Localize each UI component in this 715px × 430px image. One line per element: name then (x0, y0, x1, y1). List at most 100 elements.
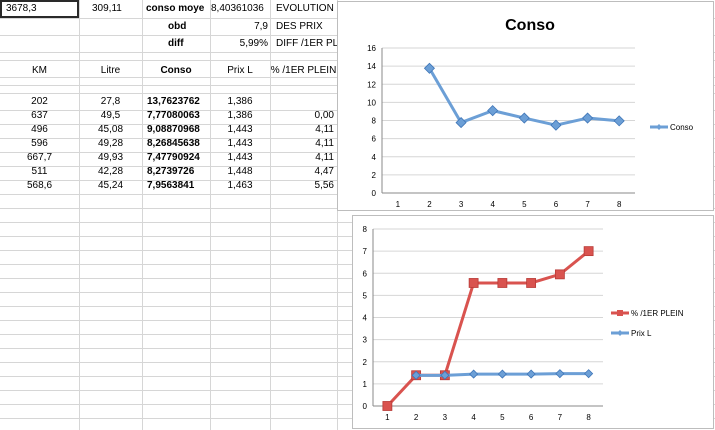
cell-conso[interactable]: 9,08870968 (147, 124, 200, 135)
y-tick-label: 1 (363, 380, 368, 389)
legend-label: % /1ER PLEIN (631, 309, 684, 318)
cell-litre[interactable]: 42,28 (97, 166, 124, 177)
cell-pct[interactable]: 4,11 (315, 138, 334, 149)
cell-a1[interactable]: 3678,3 (6, 3, 37, 14)
cell-km[interactable]: 202 (31, 96, 48, 107)
legend-marker (617, 330, 623, 336)
y-tick-label: 4 (372, 153, 377, 162)
header-prix[interactable]: Prix L (227, 65, 253, 76)
data-point-marker (497, 369, 507, 379)
cell-pct[interactable]: 4,11 (315, 124, 334, 135)
y-tick-label: 8 (372, 117, 377, 126)
cell-c2[interactable]: obd (168, 21, 187, 32)
legend-label: Conso (670, 123, 694, 132)
grid-col-line (210, 0, 211, 430)
x-tick-label: 2 (414, 413, 419, 422)
cell-conso[interactable]: 13,7623762 (147, 96, 200, 107)
cell-km[interactable]: 568,6 (26, 180, 53, 191)
cell-km[interactable]: 667,7 (26, 152, 53, 163)
data-point-marker (518, 112, 530, 124)
cell-pct[interactable]: 4,11 (315, 152, 334, 163)
data-point-marker (583, 246, 594, 257)
data-point-marker (554, 269, 565, 280)
cell-e3[interactable]: DIFF /1ER PLEIN (276, 38, 355, 49)
y-tick-label: 7 (363, 247, 368, 256)
y-tick-label: 8 (363, 225, 368, 234)
x-tick-label: 1 (396, 200, 401, 209)
cell-prix[interactable]: 1,386 (227, 110, 253, 121)
conso-chart[interactable]: Conso 0 2 4 6 8 10 12 14 16 1 2 3 4 5 6 7 8 Conso (337, 1, 714, 211)
cell-e1[interactable]: EVOLUTION (276, 3, 334, 14)
cell-conso[interactable]: 8,26845638 (147, 138, 200, 149)
header-km[interactable]: KM (32, 65, 47, 76)
prix-chart-svg: 0 1 2 3 4 5 6 7 8 1 2 3 4 5 6 7 8 % /1ER PLEIN Prix L (363, 225, 684, 422)
header-conso[interactable]: Conso (160, 65, 192, 76)
grid-col-line (142, 0, 143, 430)
x-tick-label: 2 (427, 200, 432, 209)
data-point-marker (411, 370, 421, 380)
y-tick-label: 2 (363, 358, 368, 367)
data-point-marker (581, 112, 594, 124)
cell-conso[interactable]: 7,47790924 (147, 152, 200, 163)
x-tick-label: 4 (471, 413, 476, 422)
data-point-marker (440, 370, 450, 380)
cell-litre[interactable]: 27,8 (100, 96, 121, 107)
data-point-marker (584, 369, 594, 379)
y-tick-label: 2 (372, 171, 377, 180)
header-pct[interactable]: % /1ER PLEIN (270, 65, 337, 76)
x-tick-label: 8 (586, 413, 591, 422)
cell-prix[interactable]: 1,443 (227, 152, 253, 163)
cell-litre[interactable]: 49,28 (97, 138, 124, 149)
x-tick-label: 5 (522, 200, 527, 209)
data-point-marker (469, 369, 479, 379)
cell-litre[interactable]: 49,5 (100, 110, 121, 121)
cell-prix[interactable]: 1,463 (227, 180, 253, 191)
cell-conso[interactable]: 7,9563841 (147, 180, 195, 191)
y-tick-label: 5 (363, 291, 368, 300)
cell-b1[interactable]: 309,11 (92, 3, 122, 14)
data-point-marker (423, 62, 436, 74)
cell-litre[interactable]: 45,08 (97, 124, 124, 135)
header-litre[interactable]: Litre (100, 65, 121, 76)
selected-cell-outline[interactable] (0, 0, 79, 18)
cell-litre[interactable]: 45,24 (97, 180, 124, 191)
cell-pct[interactable]: 4,47 (314, 166, 334, 177)
x-tick-label: 1 (385, 413, 390, 422)
grid-col-line (270, 0, 271, 430)
data-point-marker (487, 105, 499, 117)
cell-conso[interactable]: 7,77080063 (147, 110, 200, 121)
data-point-marker (526, 369, 536, 379)
cell-e2[interactable]: DES PRIX (276, 21, 323, 32)
cell-pct[interactable]: 0,00 (314, 110, 334, 121)
data-point-marker (550, 119, 562, 131)
cell-d1[interactable]: 8,40361036 (211, 3, 264, 14)
data-point-marker (497, 278, 508, 288)
prix-chart[interactable]: 0 1 2 3 4 5 6 7 8 1 2 3 4 5 6 7 8 % /1ER PLEIN Prix L (352, 215, 714, 429)
cell-conso[interactable]: 8,2739726 (147, 166, 195, 177)
chart-title: Conso (505, 17, 555, 34)
grid-col-line (337, 0, 338, 430)
cell-km[interactable]: 511 (31, 166, 48, 177)
cell-litre[interactable]: 49,93 (97, 152, 124, 163)
cell-c3[interactable]: diff (168, 38, 184, 49)
cell-km[interactable]: 496 (31, 124, 48, 135)
data-point-marker (468, 278, 479, 288)
cell-prix[interactable]: 1,386 (227, 96, 253, 107)
cell-prix[interactable]: 1,448 (227, 166, 253, 177)
cell-d3[interactable]: 5,99% (239, 38, 268, 49)
cell-prix[interactable]: 1,443 (227, 124, 253, 135)
cell-d2[interactable]: 7,9 (254, 21, 268, 32)
cell-prix[interactable]: 1,443 (227, 138, 253, 149)
cell-c1[interactable]: conso moye (146, 3, 205, 14)
cell-km[interactable]: 637 (31, 110, 48, 121)
data-point-marker (455, 117, 467, 129)
data-point-marker (526, 278, 537, 288)
x-tick-label: 4 (490, 200, 495, 209)
cell-km[interactable]: 596 (31, 138, 48, 149)
cell-pct[interactable]: 5,56 (314, 180, 334, 191)
legend-marker (617, 310, 623, 316)
y-tick-label: 0 (372, 189, 377, 198)
data-point-marker (382, 401, 393, 411)
x-tick-label: 3 (459, 200, 464, 209)
